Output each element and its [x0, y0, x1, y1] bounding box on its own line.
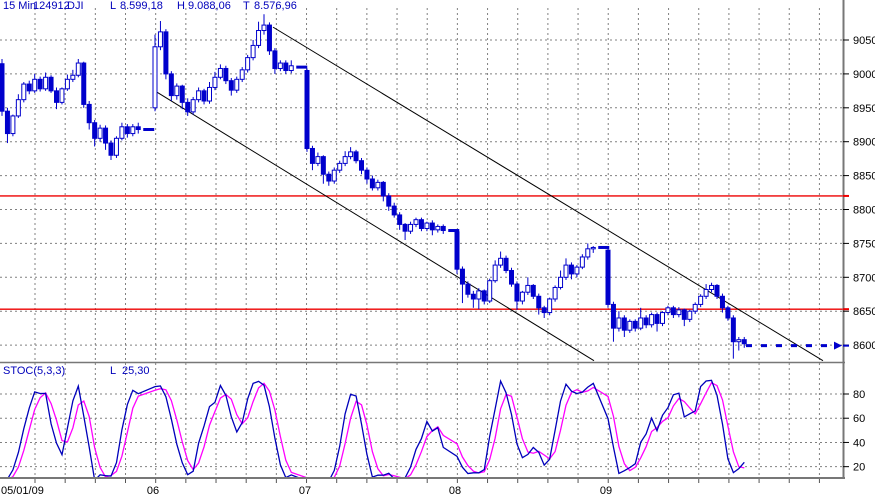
- stoch-k-line: [7, 379, 745, 477]
- price-pane-header: 15 Min 124912 DJI L 8.599,18 H 9.088,06 …: [0, 0, 875, 13]
- svg-text:9050: 9050: [853, 35, 875, 47]
- horizontal-gridlines: [0, 39, 843, 468]
- svg-text:07: 07: [299, 485, 311, 497]
- stochastic-lines: [7, 379, 745, 477]
- last-value: 8.599,18: [120, 0, 163, 12]
- svg-text:8950: 8950: [853, 103, 875, 115]
- svg-text:8800: 8800: [853, 205, 875, 217]
- close-markers: [143, 65, 610, 249]
- svg-text:8700: 8700: [853, 272, 875, 284]
- interval-label: 15 Min: [3, 0, 37, 12]
- tick-count: 124912: [33, 0, 70, 12]
- svg-text:9000: 9000: [853, 69, 875, 81]
- svg-text:8850: 8850: [853, 171, 875, 183]
- indicator-value: 25,30: [122, 365, 150, 377]
- low-label: T: [243, 0, 250, 12]
- svg-text:80: 80: [853, 389, 865, 401]
- trend-channel-lines: [156, 26, 824, 362]
- high-label: H: [177, 0, 185, 12]
- svg-text:8900: 8900: [853, 137, 875, 149]
- stochastic-pane-header: STOC(5,3,3) L 25,30: [0, 365, 400, 378]
- indicator-name: STOC(5,3,3): [3, 365, 66, 377]
- frame-borders: [0, 0, 845, 479]
- stoch-axis: 80 60 40 20: [843, 389, 865, 474]
- svg-text:8650: 8650: [853, 306, 875, 318]
- svg-text:20: 20: [853, 462, 865, 474]
- last-price-arrow: [746, 341, 842, 350]
- svg-text:05/01/09: 05/01/09: [1, 485, 44, 497]
- time-axis: 05/01/09 06 07 08 09: [1, 479, 820, 497]
- red-price-lines: [0, 195, 843, 310]
- svg-text:08: 08: [449, 485, 461, 497]
- stoch-d-line: [10, 381, 745, 477]
- svg-text:06: 06: [147, 485, 159, 497]
- indicator-value-label: L: [110, 365, 117, 377]
- svg-text:8750: 8750: [853, 238, 875, 250]
- price-axis: 9050 9000 8950 8900 8850 8800 8750 8700 8650 8600: [843, 35, 875, 352]
- low-value: 8.576,96: [254, 0, 297, 12]
- high-value: 9.088,06: [188, 0, 231, 12]
- svg-text:40: 40: [853, 437, 865, 449]
- last-label: L: [110, 0, 117, 12]
- svg-text:8600: 8600: [853, 340, 875, 352]
- svg-text:09: 09: [600, 485, 612, 497]
- candlesticks: [0, 14, 747, 359]
- symbol-label: DJI: [67, 0, 84, 12]
- svg-text:60: 60: [853, 413, 865, 425]
